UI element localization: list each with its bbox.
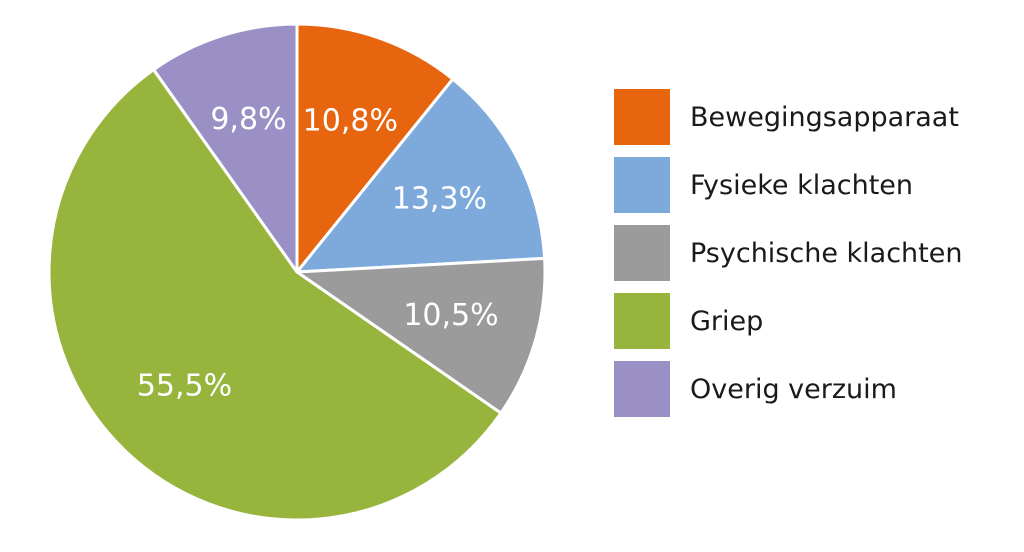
legend: Bewegingsapparaat Fysieke klachten Psych… — [614, 83, 962, 423]
legend-label: Fysieke klachten — [690, 169, 914, 201]
legend-label: Psychische klachten — [690, 237, 963, 269]
legend-swatch — [614, 361, 670, 417]
legend-label: Griep — [690, 305, 764, 337]
slice-label-griep: 55,5% — [137, 368, 232, 403]
legend-swatch — [614, 225, 670, 281]
legend-label: Overig verzuim — [690, 373, 897, 405]
pie-slices — [47, 22, 547, 522]
legend-item-overig-verzuim: Overig verzuim — [614, 355, 962, 423]
legend-swatch — [614, 89, 670, 145]
legend-swatch — [614, 293, 670, 349]
pie-slice-overig-verzuim — [152, 22, 299, 274]
legend-item-psychische-klachten: Psychische klachten — [614, 219, 962, 287]
legend-label: Bewegingsapparaat — [690, 101, 959, 133]
pie-slice-fysieke-klachten — [295, 77, 547, 274]
slice-labels: 10,8% 13,3% 10,5% 55,5% 9,8% — [137, 102, 499, 403]
slice-label-bewegingsapparaat: 10,8% — [303, 104, 398, 139]
slice-label-overig-verzuim: 9,8% — [210, 102, 286, 137]
pie-slice-griep — [47, 68, 503, 522]
pie-chart: 10,8% 13,3% 10,5% 55,5% 9,8% — [47, 22, 547, 522]
legend-swatch — [614, 157, 670, 213]
pie-slice-bewegingsapparaat — [295, 22, 455, 274]
slice-label-fysieke-klachten: 13,3% — [392, 182, 487, 217]
legend-item-griep: Griep — [614, 287, 962, 355]
legend-item-bewegingsapparaat: Bewegingsapparaat — [614, 83, 962, 151]
pie-slice-psychische-klachten — [295, 256, 547, 415]
legend-item-fysieke-klachten: Fysieke klachten — [614, 151, 962, 219]
slice-label-psychische-klachten: 10,5% — [403, 298, 498, 333]
